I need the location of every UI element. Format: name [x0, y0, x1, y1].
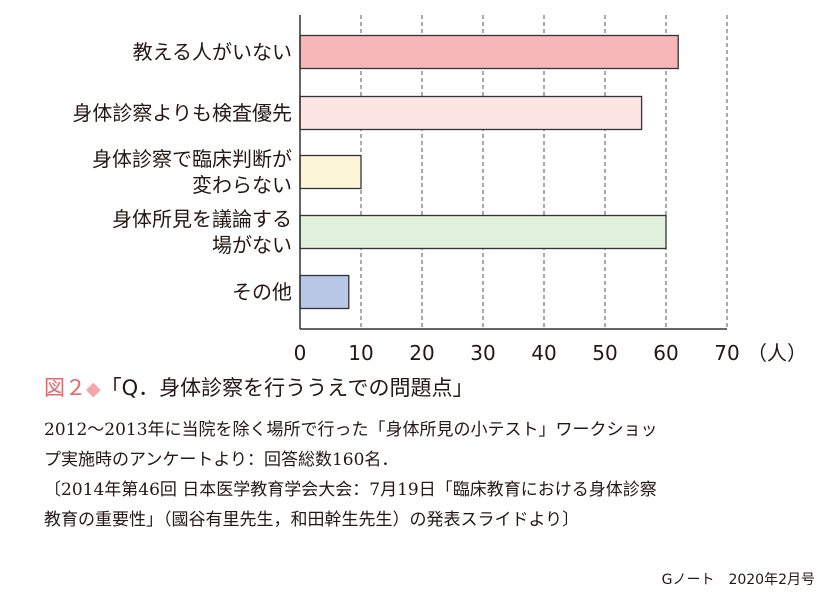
bar [299, 274, 350, 310]
x-tick-label: 10 [348, 341, 373, 365]
caption-line: 2012～2013年に当院を除く場所で行った「身体所見の小テスト」ワークショッ [44, 420, 658, 440]
category-label: 身体診察よりも検査優先 [72, 101, 292, 125]
category-label: その他 [232, 280, 292, 304]
source-footer: Gノート 2020年2月号 [661, 572, 815, 588]
caption-line: 〔2014年第46回 日本医学教育学会大会：7月19日「臨床教育における身体診察 [44, 480, 657, 500]
x-tick-label: 70 [714, 341, 739, 365]
category-label: 身体所見を議論する 場がない [112, 207, 292, 257]
x-tick-label: 20 [409, 341, 434, 365]
bar [299, 154, 362, 190]
x-axis-unit: （人） [747, 341, 807, 365]
caption: 2012～2013年に当院を除く場所で行った「身体所見の小テスト」ワークショッ … [44, 415, 804, 535]
figure-title: 図２◆「Q．身体診察を行ううえでの問題点」 [44, 372, 474, 402]
bar-chart: 0 10 20 30 40 50 60 70 （人） [294, 15, 807, 365]
x-tick-label: 30 [470, 341, 495, 365]
caption-line: プ実施時のアンケートより：回答総数160名． [44, 450, 399, 470]
diamond-icon: ◆ [86, 378, 101, 400]
figure-label: 図２ [44, 376, 86, 400]
bar [299, 214, 667, 250]
figure-title-text: 「Q．身体診察を行ううえでの問題点」 [100, 376, 474, 400]
x-tick-label: 50 [592, 341, 617, 365]
x-tick-label: 60 [653, 341, 678, 365]
x-tick-label: 0 [294, 341, 307, 365]
x-tick-label: 40 [531, 341, 556, 365]
bar [299, 95, 643, 131]
caption-line: 教育の重要性」（國谷有里先生，和田幹生先生）の発表スライドより〕 [44, 510, 580, 530]
category-label: 身体診察で臨床判断が 変わらない [92, 147, 292, 197]
category-label: 教える人がいない [132, 40, 292, 64]
bar [299, 34, 679, 70]
